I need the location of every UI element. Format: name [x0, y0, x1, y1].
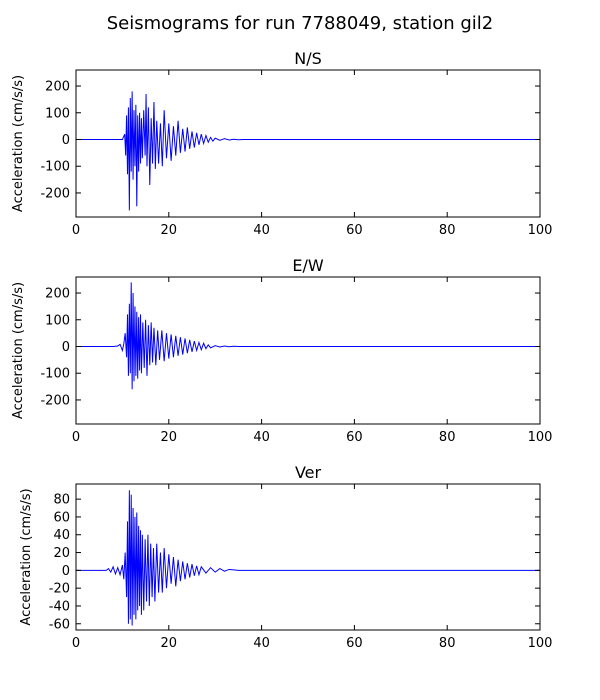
ns-panel: 0 20 40 60 80 100 -200 -100 0 100 200 N/S Accelerati…	[11, 49, 552, 238]
ver-xtick-label: 40	[253, 636, 270, 651]
ew-xtick-label: 20	[161, 430, 178, 445]
ns-xtick-label: 20	[161, 223, 178, 238]
ew-xtick-label: 40	[253, 430, 270, 445]
ver-ylabel: Acceleration (cm/s/s)	[19, 488, 34, 625]
ew-ytick-label: 100	[45, 313, 70, 328]
ew-panel-title: E/W	[292, 256, 324, 275]
ver-axes-frame	[75, 483, 541, 631]
ver-panel-title: Ver	[295, 463, 322, 482]
ns-ytick-label: -200	[40, 186, 70, 201]
ver-xtick-label: 20	[161, 636, 178, 651]
ver-panel: 0 20 40 60 80 100 -60 -40 -20 0 20 40 60 80 Ver Acceler…	[19, 463, 552, 651]
ver-xtick-label: 80	[439, 636, 456, 651]
ver-series-line-0	[76, 490, 540, 626]
ver-ytick-label: 80	[53, 493, 70, 508]
ns-ytick-label: 100	[45, 106, 70, 121]
ew-ytick-label: -100	[40, 367, 70, 382]
ew-xtick-label: 80	[439, 430, 456, 445]
ver-xtick-label: 60	[346, 636, 363, 651]
ns-ylabel: Acceleration (cm/s/s)	[11, 75, 26, 212]
ew-series-line-0	[76, 282, 540, 390]
ew-ytick-label: 200	[45, 287, 70, 302]
ew-xtick-label: 60	[346, 430, 363, 445]
ew-ytick-label: -200	[40, 393, 70, 408]
ver-ytick-label: -20	[49, 582, 70, 597]
ns-panel-title: N/S	[294, 49, 322, 68]
ew-ylabel: Acceleration (cm/s/s)	[11, 282, 26, 419]
ns-ytick-label: 0	[62, 133, 70, 148]
ns-xtick-label: 80	[439, 223, 456, 238]
ver-ytick-label: -60	[49, 617, 70, 632]
ns-xtick-label: 40	[253, 223, 270, 238]
ns-ytick-label: -100	[40, 160, 70, 175]
ver-xtick-label: 0	[72, 636, 80, 651]
ns-xtick-label: 60	[346, 223, 363, 238]
ns-xtick-label: 100	[528, 223, 553, 238]
ew-xtick-label: 100	[528, 430, 553, 445]
ver-xtick-label: 100	[528, 636, 553, 651]
ew-axes-frame	[75, 276, 541, 425]
ver-ytick-label: 0	[62, 564, 70, 579]
ver-ytick-label: 60	[53, 510, 70, 525]
ns-series-line-0	[76, 91, 540, 211]
ver-ytick-label: -40	[49, 599, 70, 614]
ns-xtick-label: 0	[72, 223, 80, 238]
ew-panel: 0 20 40 60 80 100 -200 -100 0 100 200 E/W Accelerati…	[11, 256, 552, 445]
ver-ytick-label: 20	[53, 546, 70, 561]
ew-xtick-label: 0	[72, 430, 80, 445]
ver-ytick-label: 40	[53, 528, 70, 543]
ew-ytick-label: 0	[62, 340, 70, 355]
figure-title: Seismograms for run 7788049, station gil…	[107, 13, 493, 34]
ns-axes-frame	[75, 69, 541, 218]
panels: 0 20 40 60 80 100-200-1000100200N/SAccelerati…	[11, 49, 552, 651]
ns-ytick-label: 200	[45, 80, 70, 95]
